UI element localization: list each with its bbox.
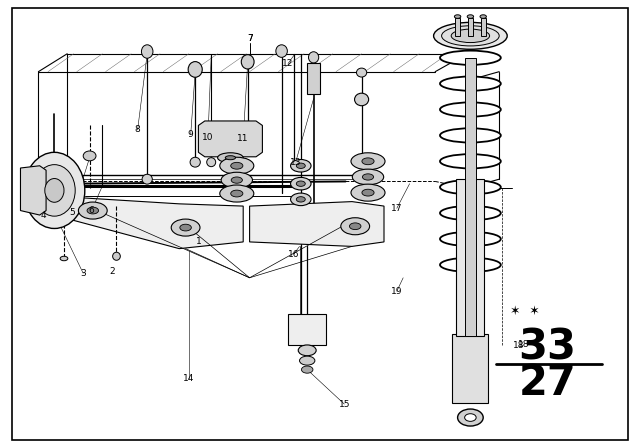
Text: 2: 2 [109,267,115,276]
Ellipse shape [141,45,153,58]
Ellipse shape [231,162,243,169]
Text: 8: 8 [135,125,140,134]
Ellipse shape [440,154,500,168]
Ellipse shape [296,163,305,168]
Text: 13: 13 [290,158,301,167]
Ellipse shape [291,177,311,190]
Text: 11: 11 [237,134,249,143]
Ellipse shape [231,177,243,183]
Ellipse shape [352,169,384,185]
Bar [468,18,473,36]
Text: 15: 15 [339,400,350,409]
Ellipse shape [34,165,76,216]
Ellipse shape [45,179,64,202]
Ellipse shape [296,197,305,202]
Text: 9: 9 [188,130,193,139]
Ellipse shape [440,258,500,272]
Ellipse shape [180,224,191,231]
Ellipse shape [465,414,476,421]
Ellipse shape [349,223,361,230]
Ellipse shape [291,159,311,172]
Ellipse shape [434,22,507,49]
Ellipse shape [113,252,120,260]
Ellipse shape [454,15,461,18]
Ellipse shape [220,185,254,202]
Text: 14: 14 [183,374,195,383]
Text: 6: 6 [89,206,94,215]
Text: 5: 5 [70,208,75,217]
Ellipse shape [458,409,483,426]
Polygon shape [198,121,262,157]
Ellipse shape [220,157,254,174]
Text: 17: 17 [391,204,403,213]
Text: 12: 12 [282,59,294,68]
Ellipse shape [341,218,370,235]
Ellipse shape [440,77,500,91]
Ellipse shape [362,158,374,165]
Bar [288,314,326,345]
Bar [307,63,320,94]
Text: 7: 7 [247,34,252,43]
Ellipse shape [440,128,500,142]
Ellipse shape [241,55,254,69]
Ellipse shape [87,207,99,214]
Ellipse shape [24,152,85,228]
Ellipse shape [451,29,490,43]
Ellipse shape [308,52,319,63]
Ellipse shape [362,174,374,180]
Text: 33: 33 [518,326,576,368]
Text: 10: 10 [202,133,214,142]
Ellipse shape [188,62,202,77]
Bar [456,179,484,336]
Ellipse shape [276,45,287,57]
Ellipse shape [362,189,374,196]
Text: 1: 1 [196,237,201,246]
Ellipse shape [231,190,243,197]
Ellipse shape [480,15,486,18]
Ellipse shape [301,366,313,373]
Ellipse shape [440,232,500,246]
Text: 7: 7 [247,34,252,43]
Ellipse shape [351,153,385,170]
Ellipse shape [83,151,96,161]
Text: 18: 18 [513,341,524,350]
Text: 27: 27 [518,362,576,404]
Ellipse shape [440,206,500,220]
Ellipse shape [225,155,236,160]
Ellipse shape [442,26,499,46]
Ellipse shape [221,172,253,188]
Text: 3: 3 [81,269,86,278]
Text: 16: 16 [288,250,300,258]
Ellipse shape [467,15,474,18]
Ellipse shape [440,180,500,194]
Ellipse shape [296,181,305,186]
Ellipse shape [355,93,369,106]
Ellipse shape [298,345,316,356]
Ellipse shape [218,153,243,163]
Ellipse shape [79,202,107,219]
Ellipse shape [60,256,68,261]
Ellipse shape [300,356,315,365]
Polygon shape [20,166,46,215]
Ellipse shape [356,68,367,77]
Ellipse shape [190,157,200,167]
Bar [455,18,460,36]
Text: 19: 19 [391,287,403,296]
Bar [452,334,488,403]
Ellipse shape [142,174,152,184]
Text: ✶  ✶: ✶ ✶ [510,305,540,318]
Bar [465,58,476,336]
Text: 4: 4 [41,211,46,220]
Polygon shape [70,197,243,249]
Ellipse shape [207,158,216,167]
Ellipse shape [172,219,200,236]
Ellipse shape [440,103,500,116]
Text: 18: 18 [518,340,530,349]
Ellipse shape [351,184,385,201]
Ellipse shape [291,193,311,206]
Bar [481,18,486,36]
Ellipse shape [440,51,500,65]
Polygon shape [250,202,384,246]
